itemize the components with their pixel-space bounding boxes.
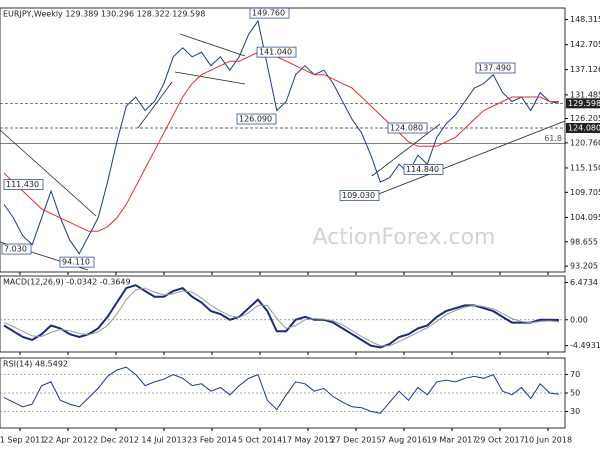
y-tick-label: 126.205 [570,114,600,123]
y-tick-label: 104.095 [570,213,600,222]
annotation-box [236,113,277,125]
annotation-box [475,62,516,74]
level-label: 129.598 [568,99,600,108]
annotation-box [339,190,380,201]
series-line [3,284,560,349]
y-tick-label: 142.705 [570,40,600,49]
watermark: ActionForex.com [313,225,496,250]
series-line [3,287,560,347]
x-tick-label: 11 Sep 2011 [0,436,45,445]
annotation-label: 109.030 [342,191,375,200]
x-tick-label: 5 Oct 2014 [238,436,282,445]
panel-title: RSI(14) 48.5492 [3,360,68,369]
x-tick-label: 22 Apr 2012 [43,436,92,445]
annotation-box [256,46,297,58]
y-tick-label: 115.150 [570,163,600,172]
annotation-box [59,256,95,268]
x-tick-label: 2 Dec 2012 [93,436,139,445]
series-line [3,19,560,255]
y-tick-label: 131.485 [570,90,600,99]
annotation-label: 126.090 [239,115,272,124]
annotation-box [387,122,428,134]
annotation-label: 124.080 [390,124,423,133]
level-label: 124.080 [568,124,600,133]
annotation-label: 94.110 [62,258,90,267]
level-label: 61.8 [544,134,562,143]
annotation-label: 114.840 [406,165,439,174]
level-box [566,98,600,109]
annotation-label: 149.760 [252,9,285,18]
annotation-box [249,7,290,19]
annotation-box [3,179,44,190]
x-tick-label: 19 Mar 2017 [427,436,478,445]
panel-frame [0,275,566,353]
y-tick-label: 0.00 [570,315,588,324]
series-line [3,51,559,232]
panel-title: MACD(12,26,9) -0.0342 -0.3649 [3,278,131,287]
x-tick-label: 10 Jun 2018 [524,436,572,445]
series-line [3,366,560,414]
y-tick-label: 109.705 [570,188,600,197]
annotation-label: 137.490 [478,64,511,73]
y-tick-label: 30 [570,407,580,416]
level-box [566,123,600,134]
x-tick-label: 7 Aug 2016 [381,436,427,445]
y-tick-label: 120.760 [570,138,600,147]
x-tick-label: 29 Oct 2017 [475,436,524,445]
annotation-box [1,243,32,255]
x-tick-label: 14 Jul 2013 [141,436,186,445]
y-tick-label: 50 [570,389,580,398]
y-tick-label: 98.655 [570,237,598,246]
annotation-box [403,164,444,175]
x-tick-label: 23 Feb 2014 [187,436,237,445]
y-tick-label: 70 [570,370,580,379]
panel-title: EURJPY,Weekly 129.389 130.296 128.322 12… [3,10,205,19]
annotation-label: 111.430 [6,180,39,189]
y-tick-label: -4.4931 [570,341,600,350]
annotation-label: 7.030 [4,245,27,254]
annotation-label: 141.040 [259,48,292,57]
y-tick-label: 148.315 [570,15,600,24]
y-tick-label: 6.4734 [570,278,598,287]
y-tick-label: 93.205 [570,262,598,271]
y-tick-label: 137.126 [570,65,600,74]
x-tick-label: 27 Dec 2015 [330,436,381,445]
x-tick-label: 17 May 2015 [282,436,334,445]
